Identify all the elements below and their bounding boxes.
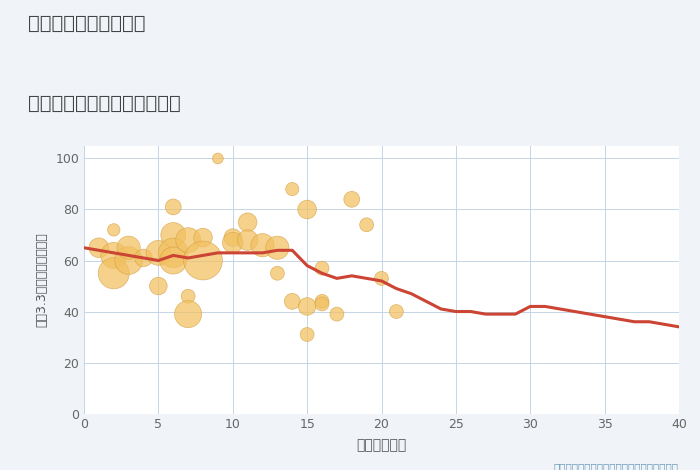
Point [153,282,164,290]
Point [108,226,119,234]
Point [316,298,328,305]
Point [93,244,104,251]
Point [168,249,179,257]
Point [168,231,179,239]
Point [361,221,372,228]
Point [272,269,283,277]
Point [316,265,328,272]
Point [302,303,313,310]
Point [183,292,194,300]
Point [168,203,179,211]
Point [302,206,313,213]
Point [242,219,253,226]
X-axis label: 築年数（年）: 築年数（年） [356,439,407,453]
Y-axis label: 平（3.3㎡）単価（万円）: 平（3.3㎡）単価（万円） [35,232,48,327]
Point [272,244,283,251]
Point [123,257,134,264]
Point [316,300,328,308]
Point [197,234,209,241]
Point [212,155,223,162]
Point [227,234,238,241]
Text: 三重県松阪市木の郷町: 三重県松阪市木の郷町 [28,14,146,33]
Point [183,310,194,318]
Point [108,251,119,259]
Point [108,269,119,277]
Point [168,257,179,264]
Point [257,242,268,249]
Text: 築年数別中古マンション価格: 築年数別中古マンション価格 [28,94,181,113]
Point [183,236,194,244]
Point [138,254,149,262]
Text: 円の大きさは、取引のあった物件面積を示す: 円の大きさは、取引のあった物件面積を示す [554,462,679,470]
Point [391,308,402,315]
Point [197,257,209,264]
Point [242,236,253,244]
Point [376,274,387,282]
Point [153,249,164,257]
Point [331,310,342,318]
Point [287,185,298,193]
Point [287,298,298,305]
Point [123,244,134,251]
Point [227,239,238,246]
Point [346,196,357,203]
Point [302,331,313,338]
